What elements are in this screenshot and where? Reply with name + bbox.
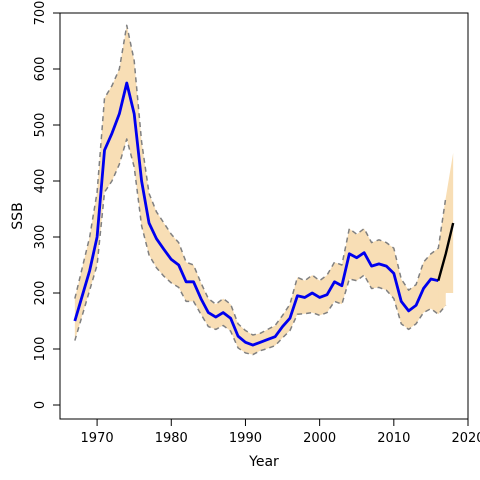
y-tick-label: 300	[33, 225, 48, 250]
y-axis: 0 100 200 300 400 500 600 700	[33, 1, 61, 409]
y-tick-label: 200	[33, 281, 48, 306]
y-tick-label: 500	[33, 113, 48, 138]
ssb-estimate-line	[73, 81, 439, 347]
x-tick-label: 2010	[377, 431, 410, 446]
y-tick-label: 600	[33, 57, 48, 82]
x-tick-label: 1990	[229, 431, 262, 446]
upper-bound-line	[74, 24, 447, 336]
plot-bands	[74, 25, 454, 355]
x-tick-label: 2000	[303, 431, 336, 446]
y-tick-label: 700	[33, 1, 48, 26]
plot-bounds	[74, 24, 447, 356]
projection-band	[438, 153, 454, 315]
ssb-projection-line	[437, 222, 455, 281]
x-axis-title: Year	[248, 454, 279, 470]
x-tick-label: 1980	[155, 431, 188, 446]
plot-lines	[73, 81, 455, 347]
y-tick-label: 0	[33, 401, 48, 409]
y-tick-label: 100	[33, 337, 48, 362]
x-tick-label: 1970	[81, 431, 114, 446]
confidence-band	[74, 25, 446, 355]
y-axis-title: SSB	[10, 202, 26, 229]
y-tick-label: 400	[33, 169, 48, 194]
